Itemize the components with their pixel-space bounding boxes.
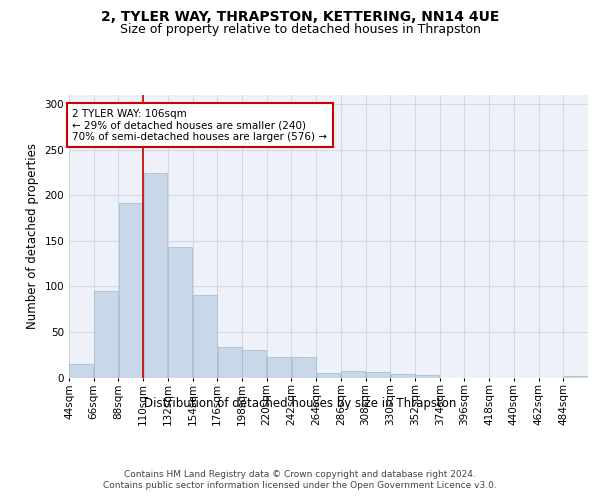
Text: 2, TYLER WAY, THRAPSTON, KETTERING, NN14 4UE: 2, TYLER WAY, THRAPSTON, KETTERING, NN14… — [101, 10, 499, 24]
Bar — [94, 291, 118, 378]
Bar — [564, 376, 587, 378]
Text: Contains HM Land Registry data © Crown copyright and database right 2024.: Contains HM Land Registry data © Crown c… — [124, 470, 476, 479]
Bar — [391, 374, 415, 378]
Y-axis label: Number of detached properties: Number of detached properties — [26, 143, 39, 329]
Text: 2 TYLER WAY: 106sqm
← 29% of detached houses are smaller (240)
70% of semi-detac: 2 TYLER WAY: 106sqm ← 29% of detached ho… — [73, 108, 328, 142]
Bar — [169, 247, 192, 378]
Text: Distribution of detached houses by size in Thrapston: Distribution of detached houses by size … — [144, 398, 456, 410]
Bar — [119, 202, 143, 378]
Bar — [70, 364, 93, 378]
Bar — [143, 174, 167, 378]
Text: Contains public sector information licensed under the Open Government Licence v3: Contains public sector information licen… — [103, 481, 497, 490]
Bar — [193, 296, 217, 378]
Bar — [341, 371, 365, 378]
Bar — [267, 358, 291, 378]
Bar — [218, 348, 242, 378]
Text: Size of property relative to detached houses in Thrapston: Size of property relative to detached ho… — [119, 22, 481, 36]
Bar — [366, 372, 390, 378]
Bar — [242, 350, 266, 378]
Bar — [317, 373, 340, 378]
Bar — [292, 358, 316, 378]
Bar — [415, 375, 439, 378]
